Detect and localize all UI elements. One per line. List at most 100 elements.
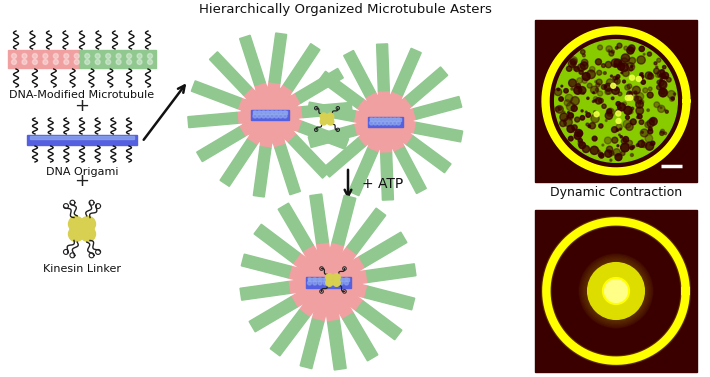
Circle shape (596, 271, 635, 310)
Circle shape (53, 54, 58, 58)
Polygon shape (237, 110, 271, 123)
Circle shape (645, 142, 654, 150)
Polygon shape (323, 279, 354, 319)
Polygon shape (261, 134, 273, 144)
Circle shape (626, 115, 629, 120)
Circle shape (665, 109, 666, 111)
Polygon shape (188, 112, 238, 128)
Circle shape (613, 288, 619, 294)
Circle shape (655, 73, 660, 77)
Circle shape (329, 277, 332, 280)
Circle shape (596, 98, 602, 104)
Polygon shape (270, 107, 303, 121)
Circle shape (68, 227, 84, 242)
Circle shape (614, 87, 618, 91)
Circle shape (621, 143, 629, 152)
Polygon shape (267, 100, 290, 120)
Polygon shape (253, 111, 287, 114)
Polygon shape (323, 247, 356, 286)
Circle shape (660, 107, 662, 109)
Circle shape (636, 144, 639, 146)
Circle shape (654, 102, 660, 107)
Polygon shape (381, 98, 413, 126)
Circle shape (624, 46, 628, 50)
Polygon shape (287, 117, 299, 130)
Polygon shape (366, 264, 416, 282)
Circle shape (654, 62, 657, 65)
Circle shape (660, 131, 664, 135)
Circle shape (564, 89, 568, 93)
Circle shape (605, 280, 628, 302)
Polygon shape (79, 50, 156, 68)
Polygon shape (347, 282, 359, 296)
Circle shape (33, 54, 38, 58)
Circle shape (616, 118, 621, 124)
Circle shape (611, 50, 614, 53)
Circle shape (596, 59, 601, 65)
Bar (535, 210, 697, 372)
Circle shape (558, 107, 562, 110)
Polygon shape (365, 286, 415, 310)
Polygon shape (315, 301, 329, 313)
Circle shape (616, 109, 620, 114)
Circle shape (614, 59, 622, 67)
Circle shape (616, 101, 621, 106)
Polygon shape (305, 296, 320, 310)
Circle shape (386, 118, 388, 121)
Polygon shape (342, 290, 356, 305)
Polygon shape (266, 95, 285, 118)
Circle shape (579, 70, 583, 74)
Polygon shape (308, 125, 356, 147)
Circle shape (555, 40, 677, 162)
Circle shape (279, 110, 282, 113)
Circle shape (565, 94, 573, 102)
Circle shape (602, 104, 606, 109)
Circle shape (275, 114, 278, 118)
Circle shape (563, 111, 565, 113)
Bar (535, 20, 697, 182)
Circle shape (641, 142, 647, 147)
Circle shape (555, 107, 559, 112)
Polygon shape (271, 132, 284, 144)
Polygon shape (381, 105, 403, 126)
Circle shape (313, 277, 316, 280)
Polygon shape (297, 268, 309, 282)
Circle shape (589, 123, 596, 129)
Polygon shape (376, 44, 389, 91)
Circle shape (574, 86, 581, 94)
Circle shape (648, 52, 652, 56)
Circle shape (106, 54, 111, 58)
Polygon shape (307, 264, 332, 287)
Circle shape (11, 54, 16, 58)
Circle shape (618, 134, 621, 136)
Circle shape (22, 54, 27, 58)
Circle shape (570, 58, 577, 65)
Polygon shape (267, 93, 301, 120)
Circle shape (579, 254, 653, 328)
Polygon shape (383, 109, 417, 127)
Circle shape (582, 146, 589, 153)
Polygon shape (307, 277, 331, 298)
Circle shape (660, 79, 662, 81)
Circle shape (615, 154, 622, 161)
Circle shape (651, 141, 655, 146)
Circle shape (564, 118, 572, 126)
Circle shape (648, 72, 652, 75)
Circle shape (605, 120, 607, 121)
Circle shape (326, 279, 333, 286)
Circle shape (651, 118, 655, 122)
Polygon shape (243, 121, 256, 134)
Circle shape (641, 140, 643, 142)
Circle shape (320, 113, 327, 120)
Circle shape (576, 84, 581, 88)
Circle shape (253, 114, 257, 118)
Circle shape (308, 277, 311, 280)
Circle shape (638, 113, 639, 115)
Circle shape (589, 66, 595, 72)
Polygon shape (359, 232, 407, 267)
Polygon shape (250, 110, 273, 130)
Circle shape (620, 136, 623, 138)
Polygon shape (265, 113, 281, 136)
Polygon shape (336, 254, 351, 268)
Circle shape (614, 79, 618, 83)
